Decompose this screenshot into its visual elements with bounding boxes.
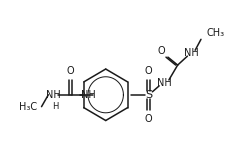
Text: O: O	[157, 46, 165, 56]
Text: O: O	[67, 66, 74, 76]
Text: H₃C: H₃C	[19, 102, 37, 112]
Text: NH: NH	[81, 90, 95, 100]
Text: NH: NH	[184, 48, 199, 58]
Text: NH: NH	[157, 78, 172, 88]
Text: CH₃: CH₃	[207, 28, 225, 38]
Text: O: O	[145, 114, 152, 124]
Text: H: H	[52, 102, 58, 111]
Text: O: O	[145, 66, 152, 76]
Text: S: S	[145, 90, 152, 100]
Text: NH: NH	[46, 90, 61, 100]
